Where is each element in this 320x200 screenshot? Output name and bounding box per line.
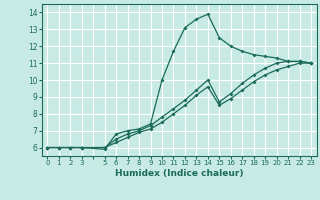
X-axis label: Humidex (Indice chaleur): Humidex (Indice chaleur) (115, 169, 244, 178)
